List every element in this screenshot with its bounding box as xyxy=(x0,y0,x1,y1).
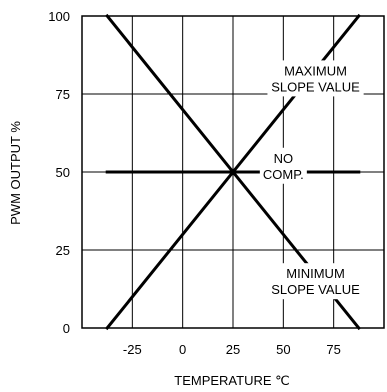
x-tick-labels: -25 0 25 50 75 xyxy=(123,342,341,357)
x-tick-label-2: 25 xyxy=(226,342,240,357)
plot-border xyxy=(81,15,385,329)
annotation-bg-1 xyxy=(259,147,307,184)
x-tick-label-4: 75 xyxy=(326,342,340,357)
annotation-line-2-1: SLOPE VALUE xyxy=(271,282,360,297)
x-tick-label-3: 50 xyxy=(276,342,290,357)
x-axis-title: TEMPERATURE ℃ xyxy=(174,373,289,388)
x-tick-label-1: 0 xyxy=(179,342,186,357)
y-tick-label-0: 0 xyxy=(63,321,70,336)
y-tick-label-2: 50 xyxy=(56,165,70,180)
annotation-line-1-0: NO xyxy=(274,151,294,166)
annotation-bg-2 xyxy=(267,263,364,300)
x-tick-label-0: -25 xyxy=(123,342,142,357)
y-tick-label-1: 25 xyxy=(56,243,70,258)
y-tick-label-3: 75 xyxy=(56,87,70,102)
y-axis-title: PWM OUTPUT % xyxy=(8,121,23,225)
y-tick-labels: 0 25 50 75 100 xyxy=(48,9,70,336)
annotation-line-0-1: SLOPE VALUE xyxy=(271,79,360,94)
annotation-bg-0 xyxy=(267,60,364,97)
annotation-line-1-1: COMP. xyxy=(263,167,304,182)
annotation-line-0-0: MAXIMUM xyxy=(284,63,347,78)
y-tick-label-4: 100 xyxy=(48,9,70,24)
annotation-line-2-0: MINIMUM xyxy=(286,266,345,281)
plot-frame xyxy=(81,15,385,329)
